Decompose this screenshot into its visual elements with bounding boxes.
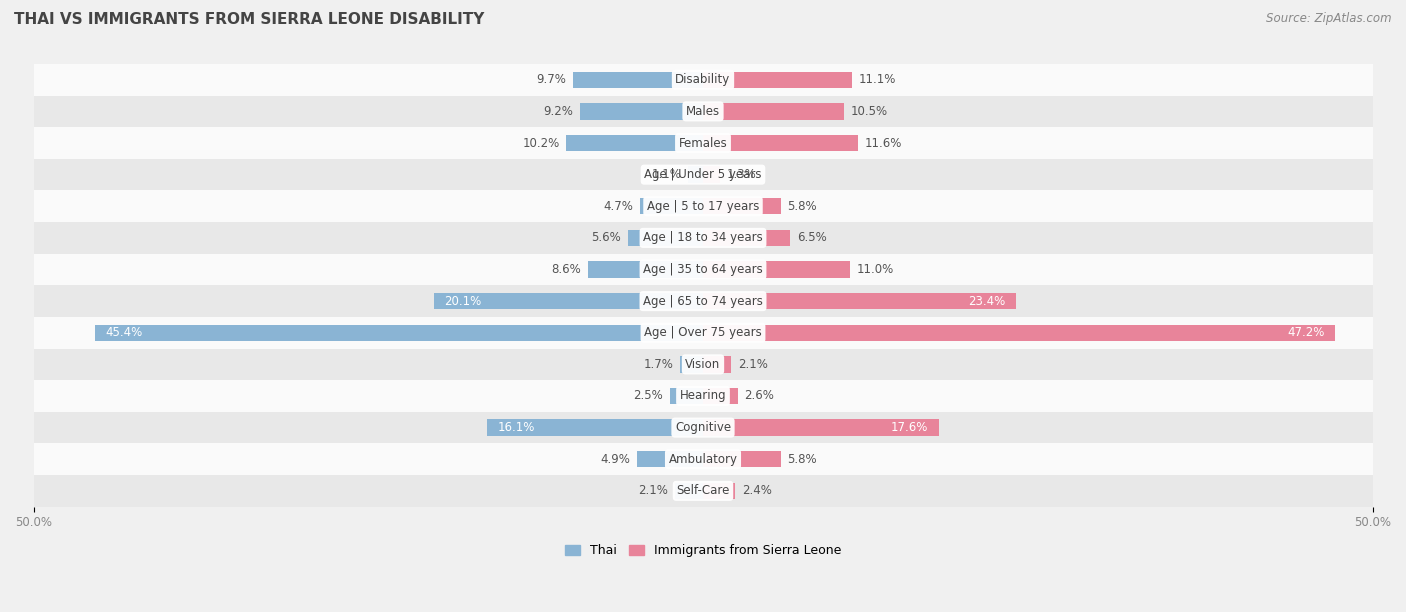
Text: Males: Males	[686, 105, 720, 118]
Text: 16.1%: 16.1%	[498, 421, 536, 434]
Bar	[34, 349, 1372, 380]
Text: 2.1%: 2.1%	[738, 358, 768, 371]
Bar	[34, 444, 1372, 475]
Bar	[34, 317, 1372, 349]
Bar	[34, 159, 1372, 190]
Bar	[675, 483, 703, 499]
Bar	[34, 475, 1372, 507]
Bar	[488, 419, 703, 436]
Bar	[681, 356, 703, 373]
Bar	[579, 103, 703, 119]
Bar	[703, 72, 852, 88]
Text: 17.6%: 17.6%	[890, 421, 928, 434]
Text: 10.5%: 10.5%	[851, 105, 887, 118]
Text: 8.6%: 8.6%	[551, 263, 581, 276]
Legend: Thai, Immigrants from Sierra Leone: Thai, Immigrants from Sierra Leone	[560, 539, 846, 562]
Text: Age | Over 75 years: Age | Over 75 years	[644, 326, 762, 339]
Text: Cognitive: Cognitive	[675, 421, 731, 434]
Text: 11.0%: 11.0%	[858, 263, 894, 276]
Bar	[34, 127, 1372, 159]
Text: 2.6%: 2.6%	[745, 389, 775, 403]
Text: 1.7%: 1.7%	[644, 358, 673, 371]
Bar	[34, 222, 1372, 254]
Text: Hearing: Hearing	[679, 389, 727, 403]
Bar	[34, 190, 1372, 222]
Bar	[703, 483, 735, 499]
Bar	[637, 451, 703, 468]
Bar	[703, 103, 844, 119]
Bar	[34, 64, 1372, 95]
Bar	[703, 324, 1336, 341]
Text: Age | 35 to 64 years: Age | 35 to 64 years	[643, 263, 763, 276]
Text: 23.4%: 23.4%	[969, 294, 1005, 308]
Bar	[34, 95, 1372, 127]
Text: 1.1%: 1.1%	[652, 168, 682, 181]
Bar	[703, 198, 780, 214]
Text: Vision: Vision	[685, 358, 721, 371]
Text: THAI VS IMMIGRANTS FROM SIERRA LEONE DISABILITY: THAI VS IMMIGRANTS FROM SIERRA LEONE DIS…	[14, 12, 485, 28]
Bar	[703, 230, 790, 246]
Text: 2.5%: 2.5%	[633, 389, 662, 403]
Text: 1.3%: 1.3%	[727, 168, 756, 181]
Bar	[567, 135, 703, 151]
Text: 4.7%: 4.7%	[603, 200, 633, 213]
Bar	[434, 293, 703, 309]
Text: Ambulatory: Ambulatory	[668, 453, 738, 466]
Text: Source: ZipAtlas.com: Source: ZipAtlas.com	[1267, 12, 1392, 25]
Text: 9.7%: 9.7%	[537, 73, 567, 86]
Text: 4.9%: 4.9%	[600, 453, 631, 466]
Text: 5.6%: 5.6%	[592, 231, 621, 244]
Bar	[669, 388, 703, 404]
Bar	[703, 419, 939, 436]
Bar	[34, 412, 1372, 444]
Bar	[689, 166, 703, 183]
Bar	[703, 261, 851, 278]
Text: 5.8%: 5.8%	[787, 200, 817, 213]
Text: Age | 5 to 17 years: Age | 5 to 17 years	[647, 200, 759, 213]
Text: Age | 18 to 34 years: Age | 18 to 34 years	[643, 231, 763, 244]
Text: 6.5%: 6.5%	[797, 231, 827, 244]
Bar	[703, 166, 720, 183]
Bar	[588, 261, 703, 278]
Bar	[703, 293, 1017, 309]
Text: 5.8%: 5.8%	[787, 453, 817, 466]
Text: 47.2%: 47.2%	[1286, 326, 1324, 339]
Bar	[703, 356, 731, 373]
Text: 2.4%: 2.4%	[742, 484, 772, 498]
Bar	[34, 285, 1372, 317]
Bar	[96, 324, 703, 341]
Bar	[703, 388, 738, 404]
Bar	[640, 198, 703, 214]
Bar	[628, 230, 703, 246]
Text: Self-Care: Self-Care	[676, 484, 730, 498]
Text: Age | 65 to 74 years: Age | 65 to 74 years	[643, 294, 763, 308]
Bar	[703, 135, 858, 151]
Text: Females: Females	[679, 136, 727, 149]
Text: 2.1%: 2.1%	[638, 484, 668, 498]
Text: 45.4%: 45.4%	[105, 326, 143, 339]
Bar	[34, 254, 1372, 285]
Text: 10.2%: 10.2%	[523, 136, 560, 149]
Text: 9.2%: 9.2%	[543, 105, 574, 118]
Text: Disability: Disability	[675, 73, 731, 86]
Bar	[703, 451, 780, 468]
Bar	[34, 380, 1372, 412]
Text: Age | Under 5 years: Age | Under 5 years	[644, 168, 762, 181]
Text: 11.1%: 11.1%	[858, 73, 896, 86]
Text: 20.1%: 20.1%	[444, 294, 482, 308]
Text: 11.6%: 11.6%	[865, 136, 903, 149]
Bar	[574, 72, 703, 88]
